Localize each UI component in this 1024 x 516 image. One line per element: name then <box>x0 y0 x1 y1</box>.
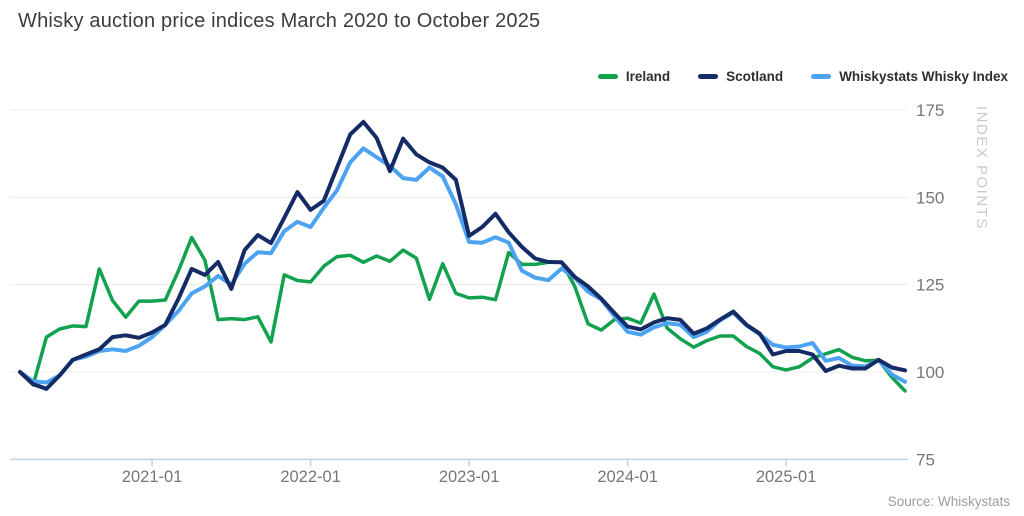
source-note: Source: Whiskystats <box>887 494 1010 509</box>
legend-swatch-ireland <box>597 74 618 79</box>
x-tick-label-2023-01: 2023-01 <box>439 468 500 486</box>
legend-label-ireland: Ireland <box>625 69 671 84</box>
legend-item-whiskystats[interactable]: Whiskystats Whisky Index <box>811 69 1008 84</box>
legend: Ireland Scotland Whiskystats Whisky Inde… <box>597 69 1008 84</box>
legend-label-whiskystats: Whiskystats Whisky Index <box>839 69 1008 84</box>
series-line-ireland <box>18 235 907 393</box>
legend-item-scotland[interactable]: Scotland <box>698 69 783 84</box>
legend-swatch-scotland <box>698 74 719 79</box>
y-tick-label-75: 75 <box>916 450 935 469</box>
series-line-scotland <box>18 119 907 391</box>
x-tick-label-2022-01: 2022-01 <box>280 468 341 486</box>
x-tick-label-2021-01: 2021-01 <box>122 468 183 486</box>
chart-title: Whisky auction price indices March 2020 … <box>18 10 541 32</box>
series-line-whiskystats-whisky-index <box>18 146 907 385</box>
legend-item-ireland[interactable]: Ireland <box>597 69 671 84</box>
y-tick-label-100: 100 <box>916 363 944 382</box>
y-tick-label-150: 150 <box>916 188 944 207</box>
x-tick-label-2024-01: 2024-01 <box>597 468 658 486</box>
legend-label-scotland: Scotland <box>726 69 784 84</box>
legend-swatch-whiskystats <box>811 74 832 79</box>
y-axis-title: INDEX POINTS <box>973 106 990 230</box>
y-tick-label-125: 125 <box>916 276 944 295</box>
y-tick-label-175: 175 <box>916 101 944 120</box>
x-tick-label-2025-01: 2025-01 <box>756 468 817 486</box>
